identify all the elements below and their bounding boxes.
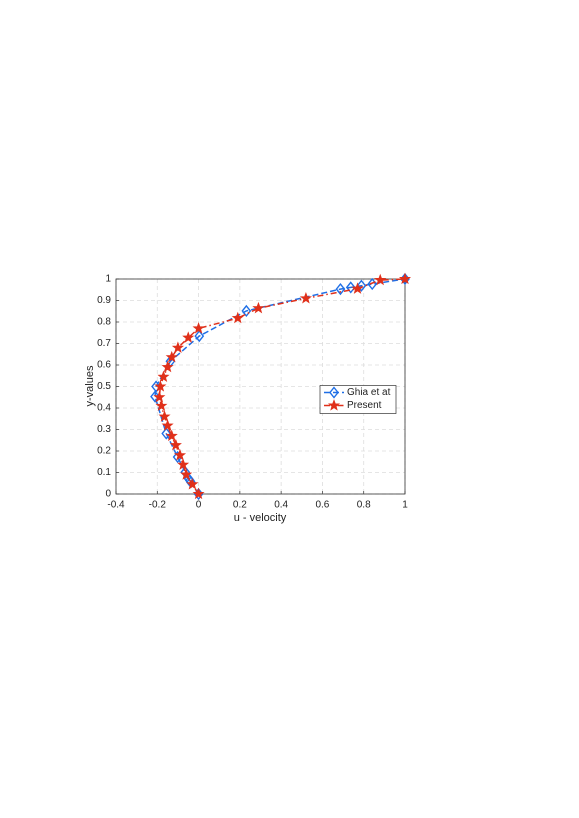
y-tick-label: 0.5 [97, 381, 111, 392]
x-tick-label: 0.8 [357, 500, 371, 511]
star-marker [398, 272, 412, 285]
axes-box [115, 278, 406, 495]
star-marker [186, 477, 199, 490]
legend-label: Ghia et at [347, 387, 391, 398]
diamond-marker [335, 282, 346, 296]
star-marker [192, 322, 205, 334]
star-marker [182, 331, 195, 343]
x-tick-label: -0.4 [107, 500, 125, 511]
y-tick-label: 0 [105, 489, 111, 500]
x-axis-label: u - velocity [234, 512, 287, 524]
y-tick-label: 0.3 [97, 424, 111, 435]
y-tick-label: 0.7 [97, 338, 111, 349]
star-marker [158, 410, 171, 422]
y-tick-label: 0.9 [97, 295, 111, 306]
star-marker [171, 341, 184, 353]
star-marker [252, 301, 265, 314]
diamond-marker [241, 304, 252, 318]
star-marker [155, 399, 168, 411]
y-tick-label: 0.6 [97, 360, 111, 371]
x-tick-label: 0.6 [315, 500, 329, 511]
star-marker [165, 350, 178, 363]
series-line [154, 278, 406, 495]
star-marker [157, 370, 170, 382]
star-marker [173, 448, 187, 461]
star-marker [327, 399, 341, 411]
star-marker [351, 282, 364, 294]
x-tick-label: -0.2 [149, 500, 167, 511]
star-marker [299, 291, 312, 304]
diamond-marker [345, 281, 356, 294]
legend-label: Present [347, 400, 382, 411]
star-marker [177, 458, 190, 470]
x-tick-label: 1 [402, 500, 408, 511]
y-tick-label: 0.8 [97, 317, 111, 328]
diamond-marker [161, 427, 172, 440]
star-marker [169, 438, 182, 451]
x-tick-label: 0.4 [274, 500, 288, 511]
x-tick-label: 0 [196, 500, 202, 511]
star-marker [374, 273, 387, 286]
y-tick-label: 0.2 [97, 446, 111, 457]
star-marker [153, 390, 166, 403]
star-marker [161, 419, 174, 431]
y-axis-label: y-values [84, 365, 96, 406]
y-tick-label: 1 [105, 274, 111, 285]
x-tick-label: 0.2 [233, 500, 247, 511]
y-tick-label: 0.1 [97, 467, 111, 478]
star-marker [180, 468, 193, 480]
star-marker [192, 487, 205, 500]
y-tick-label: 0.4 [97, 403, 111, 414]
star-marker [161, 360, 174, 373]
star-marker [154, 380, 167, 392]
diamond-marker [329, 386, 339, 399]
diamond-marker [150, 390, 160, 403]
star-marker [231, 311, 244, 324]
star-marker [165, 429, 178, 442]
diamond-marker [194, 329, 205, 343]
diamond-marker [356, 279, 367, 292]
